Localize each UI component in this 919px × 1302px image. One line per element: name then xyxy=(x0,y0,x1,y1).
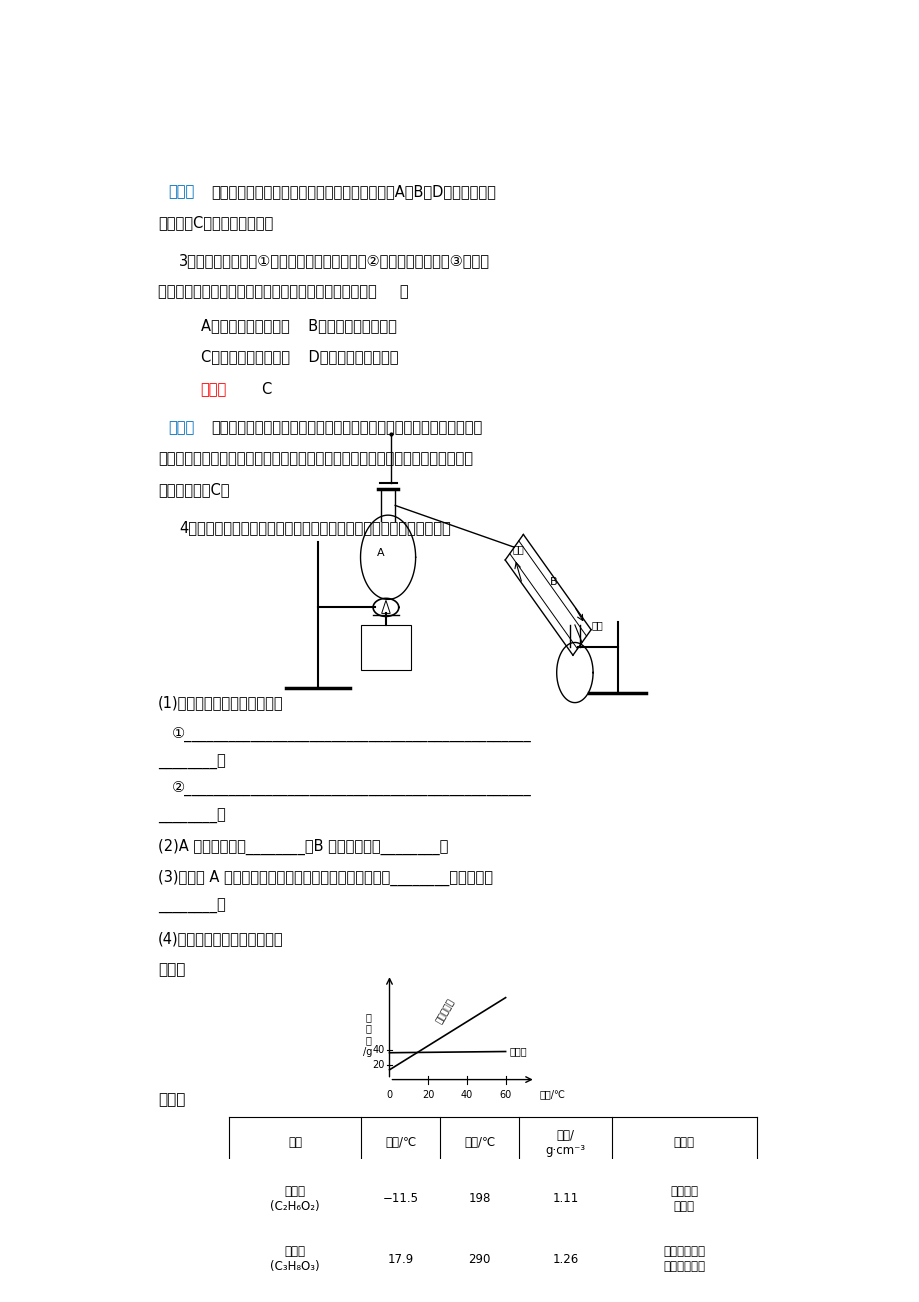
Text: 0: 0 xyxy=(386,1090,392,1100)
Text: 出水: 出水 xyxy=(591,620,603,630)
Text: 溶解性: 溶解性 xyxy=(673,1137,694,1150)
Text: ________。: ________。 xyxy=(158,900,225,914)
Text: 法分离。C项用过滤法分离。: 法分离。C项用过滤法分离。 xyxy=(158,215,273,230)
Text: 易溶于水
和乙醇: 易溶于水 和乙醇 xyxy=(669,1185,698,1213)
Text: 20: 20 xyxy=(371,1060,384,1069)
Text: C．分液、蒸馏、萃取    D．蒸馏、萃取、分液: C．分液、蒸馏、萃取 D．蒸馏、萃取、分液 xyxy=(200,349,398,363)
Text: 40: 40 xyxy=(460,1090,472,1100)
Text: 1.26: 1.26 xyxy=(551,1253,578,1266)
Text: 蒸馏用于分离沸点不同但又互溶的液态混合物，A、B、D项可以用蒸馏: 蒸馏用于分离沸点不同但又互溶的液态混合物，A、B、D项可以用蒸馏 xyxy=(211,185,495,199)
Text: 答案：: 答案： xyxy=(200,381,227,397)
Text: 密度/
g·cm⁻³: 密度/ g·cm⁻³ xyxy=(545,1129,584,1156)
Text: 20: 20 xyxy=(422,1090,434,1100)
Text: 290: 290 xyxy=(468,1253,491,1266)
Text: 氯化钠: 氯化钠 xyxy=(508,1047,527,1056)
Text: 乙二醇
(C₂H₆O₂): 乙二醇 (C₂H₆O₂) xyxy=(270,1185,320,1213)
Text: 熔点/℃: 熔点/℃ xyxy=(384,1137,415,1150)
Text: 能跟水、酒精
以任意比互溶: 能跟水、酒精 以任意比互溶 xyxy=(663,1245,704,1273)
Text: 60: 60 xyxy=(499,1090,511,1100)
Text: ________；: ________； xyxy=(158,755,225,769)
Text: 硝酸钾晶体: 硝酸钾晶体 xyxy=(434,997,455,1025)
Text: 温度/℃: 温度/℃ xyxy=(539,1090,564,1100)
Text: 材料二: 材料二 xyxy=(158,1092,185,1108)
Text: A．分液、萃取、蒸馏    B．萃取、蒸馏、分液: A．分液、萃取、蒸馏 B．萃取、蒸馏、分液 xyxy=(200,318,396,333)
Text: 沸点/℃: 沸点/℃ xyxy=(463,1137,494,1150)
Text: ②_______________________________________________: ②_______________________________________… xyxy=(172,781,531,796)
Text: 丙三醇
(C₃H₈O₃): 丙三醇 (C₃H₈O₃) xyxy=(270,1245,320,1273)
Text: 198: 198 xyxy=(468,1193,491,1206)
Text: 溶
解
度
/g: 溶 解 度 /g xyxy=(363,1012,372,1057)
Text: 4．下图为实验室制取蒸馏水的装置示意图，根据图示回答下列问题：: 4．下图为实验室制取蒸馏水的装置示意图，根据图示回答下列问题： xyxy=(179,521,450,535)
Text: A: A xyxy=(377,548,384,559)
Text: (1)图中有两处明显的错误是：: (1)图中有两处明显的错误是： xyxy=(158,695,283,711)
Text: 浸泡中草药提取其中的有效成分。上述分离方法依次是（     ）: 浸泡中草药提取其中的有效成分。上述分离方法依次是（ ） xyxy=(158,285,408,299)
Text: 解析：: 解析： xyxy=(168,421,195,435)
Text: ①_______________________________________________: ①_______________________________________… xyxy=(172,727,531,742)
Text: C: C xyxy=(261,381,271,397)
Text: 进水: 进水 xyxy=(512,544,524,553)
Text: 的方法，利用物质的沸点不同；用酒精浸泡中草药提取其中的有效成分利用了萃取: 的方法，利用物质的沸点不同；用酒精浸泡中草药提取其中的有效成分利用了萃取 xyxy=(158,450,472,466)
Text: 材料一: 材料一 xyxy=(158,962,185,978)
Text: B: B xyxy=(549,577,557,587)
Text: (3)实验时 A 中除加入少量自来水外，还需要加入少量的________，其作用是: (3)实验时 A 中除加入少量自来水外，还需要加入少量的________，其作用… xyxy=(158,870,493,887)
Text: 3．现有三组实验：①除去混在植物油中的水；②将海水制成淡水；③用酒精: 3．现有三组实验：①除去混在植物油中的水；②将海水制成淡水；③用酒精 xyxy=(179,254,490,268)
Text: (2)A 仪器的名称是________，B 仪器的名称是________。: (2)A 仪器的名称是________，B 仪器的名称是________。 xyxy=(158,838,448,855)
Text: 植物油和水互不相溶，可用分液的方法分离；将海水制成淡水可用蒸馏: 植物油和水互不相溶，可用分液的方法分离；将海水制成淡水可用蒸馏 xyxy=(211,421,482,435)
Text: (4)阅读、分析下列两个材料：: (4)阅读、分析下列两个材料： xyxy=(158,931,283,947)
Text: 1.11: 1.11 xyxy=(551,1193,578,1206)
Text: 17.9: 17.9 xyxy=(387,1253,414,1266)
Text: 40: 40 xyxy=(372,1044,384,1055)
Text: ________。: ________。 xyxy=(158,809,225,824)
Text: 物质: 物质 xyxy=(288,1137,301,1150)
Text: 解析：: 解析： xyxy=(168,185,195,199)
Text: −11.5: −11.5 xyxy=(382,1193,418,1206)
Text: 方法。本题选C。: 方法。本题选C。 xyxy=(158,482,229,497)
